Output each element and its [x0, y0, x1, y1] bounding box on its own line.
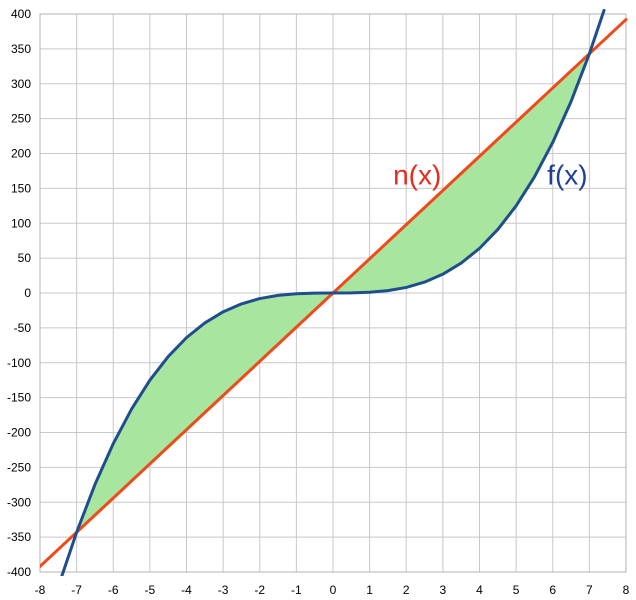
y-tick-label: 400	[11, 7, 31, 21]
series-group	[40, 8, 628, 576]
y-tick-label: 300	[11, 77, 31, 91]
x-tick-label: -3	[218, 583, 229, 597]
y-tick-label: -100	[7, 356, 31, 370]
x-axis-ticks: -8 -7 -6 -5 -4 -3 -2 -1 0 1 2 3 4 5 6 7 8	[35, 583, 630, 597]
y-tick-label: -150	[7, 391, 31, 405]
x-tick-label: -4	[181, 583, 192, 597]
x-tick-label: -8	[35, 583, 46, 597]
x-tick-label: -7	[71, 583, 82, 597]
x-tick-label: 0	[330, 583, 337, 597]
series-line-fx	[60, 8, 606, 576]
annotation-label: n(x)	[393, 159, 441, 190]
y-tick-label: -200	[7, 426, 31, 440]
y-tick-label: -400	[7, 565, 31, 579]
x-tick-label: 6	[549, 583, 556, 597]
annotation-label: f(x)	[547, 159, 587, 190]
x-tick-label: 8	[623, 583, 630, 597]
x-tick-label: 7	[586, 583, 593, 597]
y-tick-label: 0	[24, 286, 31, 300]
y-tick-label: -250	[7, 460, 31, 474]
annotations: n(x) f(x)	[393, 159, 587, 190]
y-tick-label: 100	[11, 216, 31, 230]
x-tick-label: -2	[254, 583, 265, 597]
y-tick-label: 150	[11, 181, 31, 195]
y-tick-label: -50	[14, 321, 32, 335]
y-axis-ticks: 400 350 300 250 200 150 100 50 0 -50 -100 -150 -200 -…	[7, 7, 31, 579]
x-tick-label: 5	[513, 583, 520, 597]
y-tick-label: 250	[11, 112, 31, 126]
y-tick-label: 200	[11, 147, 31, 161]
y-tick-label: -300	[7, 495, 31, 509]
x-tick-label: -5	[145, 583, 156, 597]
x-tick-label: 2	[403, 583, 410, 597]
x-tick-label: -6	[108, 583, 119, 597]
y-tick-label: -350	[7, 530, 31, 544]
x-tick-label: -1	[291, 583, 302, 597]
x-tick-label: 1	[366, 583, 373, 597]
x-tick-label: 3	[440, 583, 447, 597]
plot-frame	[39, 13, 627, 573]
y-tick-label: 50	[18, 251, 32, 265]
y-tick-label: 350	[11, 42, 31, 56]
x-tick-label: 4	[476, 583, 483, 597]
